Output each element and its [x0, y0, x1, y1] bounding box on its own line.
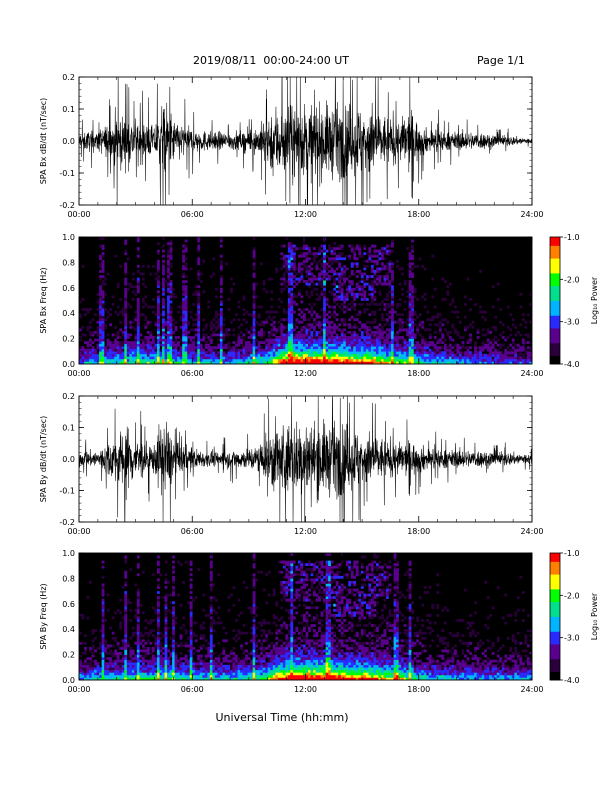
colorbar: -1.0 -2.0 -3.0 -4.0 Log₁₀ Power	[549, 233, 599, 369]
colorbar-tick-label: -4.0	[564, 676, 580, 685]
x-tick-label: 24:00	[520, 685, 543, 694]
y-tick-label: 0.0	[62, 360, 75, 369]
colorbar-tick-label: -1.0	[564, 549, 580, 558]
x-tick-label: 24:00	[520, 369, 543, 378]
colorbar-tick-label: -3.0	[564, 318, 580, 327]
x-tick-label: 24:00	[520, 527, 543, 536]
y-tick-label: 0.6	[62, 600, 75, 609]
x-tick-label: 00:00	[67, 369, 90, 378]
y-tick-label: -0.2	[59, 201, 75, 210]
spectrogram-cells	[79, 553, 533, 681]
x-tick-label: 12:00	[294, 527, 317, 536]
y-axis-label: SPA Bx dB/dt (nT/sec)	[39, 98, 48, 185]
colorbar-label: Log₁₀ Power	[590, 276, 599, 324]
x-tick-label: 00:00	[67, 685, 90, 694]
y-tick-label: 1.0	[62, 549, 75, 558]
x-tick-label: 12:00	[294, 369, 317, 378]
x-tick-label: 18:00	[407, 527, 430, 536]
colorbar: -1.0 -2.0 -3.0 -4.0 Log₁₀ Power	[549, 549, 599, 685]
y-tick-label: -0.1	[59, 487, 75, 496]
panel-3: 00:00 06:00 12:00 18:00 24:00 0.2 0.1 0.0 -0.1 -0…	[39, 392, 544, 536]
y-tick-label: -0.2	[59, 518, 75, 527]
colorbar-tick-label: -1.0	[564, 233, 580, 242]
x-tick-label: 06:00	[181, 369, 204, 378]
x-tick-label: 18:00	[407, 210, 430, 219]
y-tick-label: 0.8	[62, 258, 75, 267]
x-axis-title: Universal Time (hh:mm)	[216, 711, 349, 724]
y-tick-label: 1.0	[62, 233, 75, 242]
signal-trace	[79, 77, 532, 205]
colorbar-label: Log₁₀ Power	[590, 592, 599, 640]
x-tick-label: 12:00	[294, 210, 317, 219]
y-tick-label: -0.1	[59, 169, 75, 178]
colorbar-tick-label: -3.0	[564, 634, 580, 643]
y-tick-label: 0.6	[62, 284, 75, 293]
x-tick-label: 00:00	[67, 210, 90, 219]
panel-2: -1.0 -2.0 -3.0 -4.0 Log₁₀ Power 00:00 06:00 12:…	[39, 233, 599, 378]
colorbar-tick-label: -4.0	[564, 360, 580, 369]
x-tick-label: 12:00	[294, 685, 317, 694]
x-tick-label: 18:00	[407, 369, 430, 378]
y-tick-label: 0.0	[62, 137, 75, 146]
panel-1: 00:00 06:00 12:00 18:00 24:00 0.2 0.1 0.0 -0.1 -0…	[39, 73, 544, 219]
x-tick-label: 06:00	[181, 685, 204, 694]
colorbar-frame	[549, 552, 561, 681]
signal-trace	[79, 396, 532, 522]
y-tick-label: 0.0	[62, 455, 75, 464]
colorbar-tick-label: -2.0	[564, 591, 580, 600]
y-tick-label: 0.1	[62, 105, 75, 114]
y-tick-label: 0.2	[62, 335, 75, 344]
y-tick-label: 0.0	[62, 676, 75, 685]
colorbar-frame	[549, 236, 561, 365]
colorbar-tick-label: -2.0	[564, 275, 580, 284]
x-tick-label: 06:00	[181, 527, 204, 536]
y-tick-label: 0.4	[62, 625, 75, 634]
y-axis-label: SPA Bx Freq (Hz)	[39, 267, 48, 333]
y-tick-label: 0.2	[62, 651, 75, 660]
spectrogram-cells	[79, 237, 533, 365]
y-tick-label: 0.2	[62, 73, 75, 82]
date-range-title: 2019/08/11 00:00-24:00 UT	[193, 54, 350, 67]
x-tick-label: 18:00	[407, 685, 430, 694]
panel-4: -1.0 -2.0 -3.0 -4.0 Log₁₀ Power 00:00 06:00 12:…	[39, 549, 599, 694]
y-tick-label: 0.8	[62, 574, 75, 583]
page-number: Page 1/1	[477, 54, 525, 67]
y-axis-label: SPA By dB/dt (nT/sec)	[39, 416, 48, 503]
y-tick-label: 0.2	[62, 392, 75, 401]
x-tick-label: 00:00	[67, 527, 90, 536]
x-tick-label: 24:00	[520, 210, 543, 219]
y-axis-label: SPA By Freq (Hz)	[39, 583, 48, 649]
y-tick-label: 0.1	[62, 424, 75, 433]
x-tick-label: 06:00	[181, 210, 204, 219]
y-tick-label: 0.4	[62, 309, 75, 318]
